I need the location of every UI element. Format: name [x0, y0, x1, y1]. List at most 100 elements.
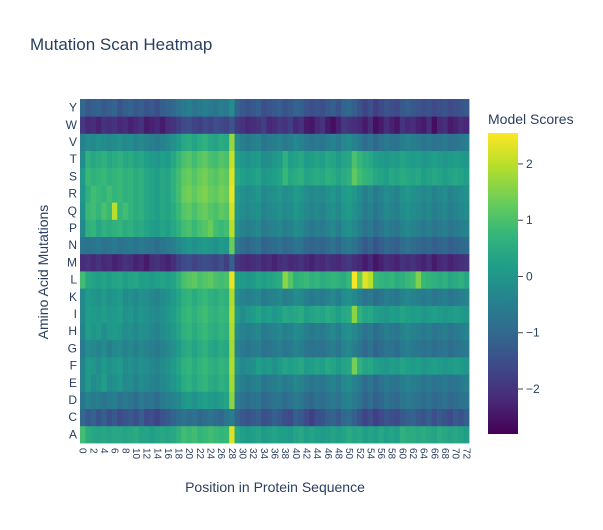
heatmap-cell: [319, 391, 326, 409]
heatmap-cell: [357, 185, 363, 203]
heatmap-cell: [250, 185, 257, 203]
heatmap-cell: [399, 133, 406, 151]
heatmap-cell: [282, 305, 289, 323]
heatmap-cell: [394, 374, 401, 392]
heatmap-cell: [170, 339, 177, 358]
x-tick-label: 0: [77, 448, 88, 454]
heatmap-cell: [373, 99, 379, 117]
heatmap-cell: [266, 150, 273, 169]
heatmap-cell: [202, 305, 209, 323]
heatmap-cell: [175, 391, 182, 409]
heatmap-cell: [122, 357, 129, 375]
heatmap-cell: [85, 219, 92, 237]
heatmap-cell: [309, 391, 315, 409]
heatmap-cell: [175, 133, 182, 151]
y-axis-title: Amino Acid Mutations: [35, 205, 51, 340]
heatmap-cell: [223, 288, 230, 306]
heatmap-cell: [207, 219, 214, 237]
heatmap-cell: [154, 374, 161, 392]
heatmap-cell: [111, 150, 118, 169]
heatmap-cell: [90, 202, 97, 220]
heatmap-cell: [266, 167, 273, 186]
heatmap-cell: [261, 391, 267, 409]
heatmap-cell: [394, 305, 401, 323]
heatmap-cell: [458, 271, 465, 289]
heatmap-cell: [101, 150, 108, 169]
heatmap-cell: [111, 202, 118, 220]
heatmap-cell: [330, 271, 337, 289]
heatmap-cell: [197, 408, 203, 427]
heatmap-cell: [111, 133, 118, 151]
heatmap-cell: [213, 305, 219, 323]
heatmap-cell: [234, 133, 241, 151]
heatmap-cell: [111, 339, 118, 358]
y-tick-label: C: [68, 410, 77, 424]
heatmap-cell: [399, 219, 406, 237]
heatmap-cell: [165, 322, 171, 341]
x-tick-label: 54: [364, 448, 375, 460]
heatmap-cell: [421, 133, 427, 151]
heatmap-cell: [197, 425, 203, 444]
heatmap-cell: [458, 202, 465, 220]
heatmap-cell: [111, 253, 118, 272]
heatmap-cell: [293, 236, 299, 255]
heatmap-cell: [437, 202, 443, 220]
heatmap-cell: [410, 99, 417, 117]
heatmap-cell: [325, 305, 331, 323]
heatmap-cell: [111, 322, 118, 341]
heatmap-cell: [255, 99, 262, 117]
heatmap-cell: [181, 288, 187, 306]
heatmap-cell: [181, 305, 187, 323]
heatmap-cell: [351, 167, 358, 186]
heatmap-cell: [149, 374, 155, 392]
heatmap-cell: [405, 219, 411, 237]
heatmap-cell: [362, 150, 369, 169]
heatmap-cell: [191, 271, 198, 289]
heatmap-cell: [335, 219, 342, 237]
heatmap-cell: [335, 116, 342, 134]
heatmap-cell: [463, 305, 470, 323]
heatmap-cell: [159, 116, 166, 134]
heatmap-cell: [293, 185, 299, 203]
heatmap-cell: [389, 167, 395, 186]
heatmap-cell: [357, 271, 363, 289]
heatmap-cell: [271, 288, 278, 306]
heatmap-cell: [394, 236, 401, 255]
heatmap-cell: [271, 167, 278, 186]
heatmap-cell: [357, 322, 363, 341]
heatmap-cell: [181, 425, 187, 444]
heatmap-cell: [175, 305, 182, 323]
heatmap-cell: [415, 391, 422, 409]
heatmap-cell: [271, 236, 278, 255]
heatmap-cell: [85, 202, 92, 220]
heatmap-cell: [405, 425, 411, 444]
heatmap-cell: [319, 253, 326, 272]
heatmap-cell: [271, 271, 278, 289]
heatmap-cell: [378, 391, 385, 409]
heatmap-cell: [351, 116, 358, 134]
heatmap-cell: [223, 167, 230, 186]
heatmap-cell: [175, 408, 182, 427]
heatmap-cell: [101, 271, 108, 289]
heatmap-cell: [437, 357, 443, 375]
heatmap-cell: [218, 271, 225, 289]
heatmap-cell: [127, 202, 134, 220]
heatmap-cell: [106, 236, 113, 255]
heatmap-cell: [378, 150, 385, 169]
heatmap-cell: [399, 391, 406, 409]
heatmap-cell: [239, 202, 246, 220]
heatmap-cell: [362, 408, 369, 427]
heatmap-cell: [239, 391, 246, 409]
heatmap-cell: [117, 339, 124, 358]
heatmap-cell: [197, 374, 203, 392]
heatmap-cell: [255, 219, 262, 237]
heatmap-cell: [133, 425, 140, 444]
heatmap-cell: [149, 339, 155, 358]
heatmap-cell: [149, 271, 155, 289]
heatmap-cell: [207, 167, 214, 186]
heatmap-cell: [421, 408, 427, 427]
heatmap-cell: [159, 408, 166, 427]
heatmap-cell: [335, 150, 342, 169]
heatmap-cell: [266, 374, 273, 392]
colorbar: [488, 133, 518, 434]
